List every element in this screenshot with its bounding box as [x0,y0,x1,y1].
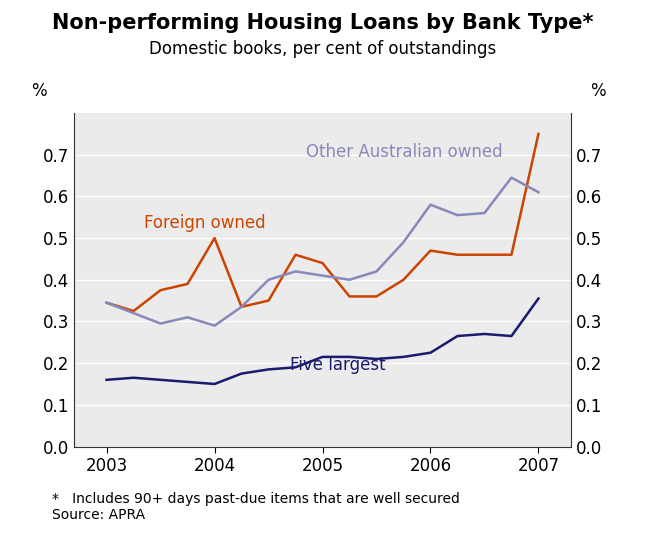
Text: %: % [32,82,47,100]
Text: Other Australian owned: Other Australian owned [306,143,503,161]
Text: Non-performing Housing Loans by Bank Type*: Non-performing Housing Loans by Bank Typ… [52,13,593,33]
Text: Foreign owned: Foreign owned [144,214,266,232]
Text: Domestic books, per cent of outstandings: Domestic books, per cent of outstandings [149,40,496,58]
Text: *   Includes 90+ days past-due items that are well secured
Source: APRA: * Includes 90+ days past-due items that … [52,492,459,522]
Text: %: % [590,82,606,100]
Text: Five largest: Five largest [290,356,386,373]
